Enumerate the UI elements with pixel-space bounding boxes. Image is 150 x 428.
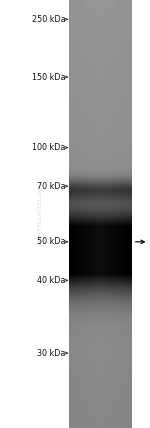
Text: 250 kDa: 250 kDa bbox=[32, 15, 65, 24]
Text: 40 kDa: 40 kDa bbox=[37, 276, 65, 285]
Text: 70 kDa: 70 kDa bbox=[37, 181, 65, 191]
Text: www.PTGLAECO.com: www.PTGLAECO.com bbox=[38, 183, 43, 245]
Text: 30 kDa: 30 kDa bbox=[37, 348, 65, 358]
Text: 50 kDa: 50 kDa bbox=[37, 237, 65, 247]
Text: 100 kDa: 100 kDa bbox=[32, 143, 65, 152]
Text: 150 kDa: 150 kDa bbox=[32, 72, 65, 82]
